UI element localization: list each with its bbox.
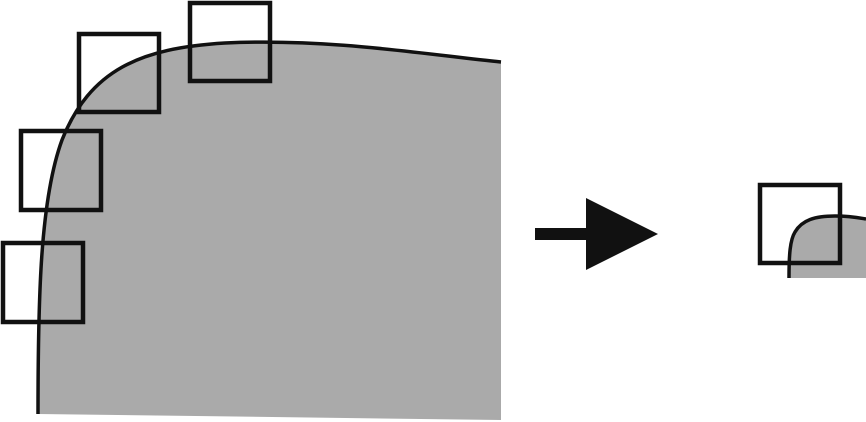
left-panel xyxy=(0,0,502,420)
right-arrow-icon xyxy=(535,198,658,270)
window-square-4 xyxy=(0,240,86,325)
window-square-1 xyxy=(187,0,273,84)
region-boundary-curve xyxy=(36,40,502,415)
window-square-2 xyxy=(76,31,162,115)
right-panel xyxy=(757,182,866,279)
shaded-region xyxy=(38,42,501,420)
window-square-3 xyxy=(18,128,104,213)
small-corner-curve xyxy=(787,214,866,279)
single-window-square xyxy=(757,182,843,266)
